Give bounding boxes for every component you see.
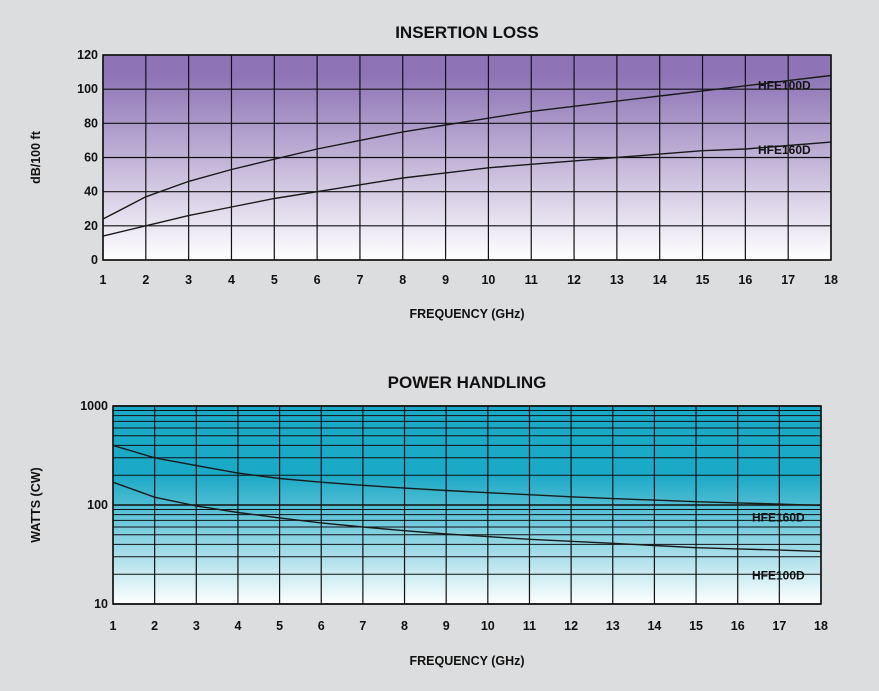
x-tick-label: 12: [567, 273, 581, 287]
x-tick-label: 13: [606, 619, 620, 633]
x-tick-label: 1: [110, 619, 117, 633]
x-tick-label: 16: [731, 619, 745, 633]
x-tick-label: 18: [814, 619, 828, 633]
x-tick-label: 2: [142, 273, 149, 287]
x-tick-label: 11: [523, 619, 536, 633]
series-line-HFE160D: [112, 444, 822, 507]
x-tick-label: 2: [151, 619, 158, 633]
y-tick-label: 60: [84, 151, 98, 165]
series-label-HFE160D: HFE160D: [758, 143, 811, 157]
y-tick-label: 1000: [80, 399, 108, 413]
series-label-HFE100D: HFE100D: [752, 568, 805, 582]
series-label-HFE100D: HFE100D: [758, 79, 811, 93]
series-line-HFE160D: [102, 141, 832, 237]
x-tick-label: 14: [653, 273, 667, 287]
y-tick-label: 40: [84, 185, 98, 199]
x-tick-label: 8: [399, 273, 406, 287]
y-tick-label: 100: [77, 82, 98, 96]
x-tick-label: 6: [314, 273, 321, 287]
x-tick-label: 4: [234, 619, 241, 633]
chart-title: INSERTION LOSS: [395, 23, 539, 42]
x-tick-label: 12: [564, 619, 578, 633]
x-tick-label: 7: [356, 273, 363, 287]
y-tick-label: 80: [84, 116, 98, 130]
series-label-HFE160D: HFE160D: [752, 510, 805, 524]
grid: [112, 405, 822, 605]
x-tick-label: 9: [443, 619, 450, 633]
x-tick-label: 10: [481, 273, 495, 287]
x-tick-label: 16: [738, 273, 752, 287]
x-tick-label: 6: [318, 619, 325, 633]
x-axis-label: FREQUENCY (GHz): [409, 654, 524, 668]
x-tick-label: 10: [481, 619, 495, 633]
series-line-HFE100D: [102, 74, 832, 220]
y-tick-label: 10: [94, 597, 108, 611]
x-tick-label: 9: [442, 273, 449, 287]
y-tick-label: 20: [84, 219, 98, 233]
x-tick-label: 17: [772, 619, 786, 633]
y-axis-label: dB/100 ft: [29, 130, 43, 184]
y-axis-label: WATTS (CW): [29, 467, 43, 542]
x-tick-label: 14: [647, 619, 661, 633]
x-tick-label: 5: [276, 619, 283, 633]
series-line-HFE100D: [112, 481, 822, 553]
y-tick-label: 100: [87, 498, 108, 512]
plot-frame: [102, 54, 832, 261]
x-tick-label: 11: [525, 273, 538, 287]
x-tick-label: 7: [359, 619, 366, 633]
x-tick-label: 4: [228, 273, 235, 287]
x-tick-label: 17: [781, 273, 795, 287]
chart-title: POWER HANDLING: [388, 373, 547, 392]
x-tick-label: 8: [401, 619, 408, 633]
x-tick-label: 15: [696, 273, 710, 287]
y-tick-label: 120: [77, 48, 98, 62]
x-tick-label: 15: [689, 619, 703, 633]
x-tick-label: 1: [100, 273, 107, 287]
x-tick-label: 5: [271, 273, 278, 287]
x-tick-label: 3: [193, 619, 200, 633]
x-tick-label: 18: [824, 273, 838, 287]
x-tick-label: 13: [610, 273, 624, 287]
y-tick-label: 0: [91, 253, 98, 267]
x-axis-label: FREQUENCY (GHz): [409, 307, 524, 321]
x-tick-label: 3: [185, 273, 192, 287]
